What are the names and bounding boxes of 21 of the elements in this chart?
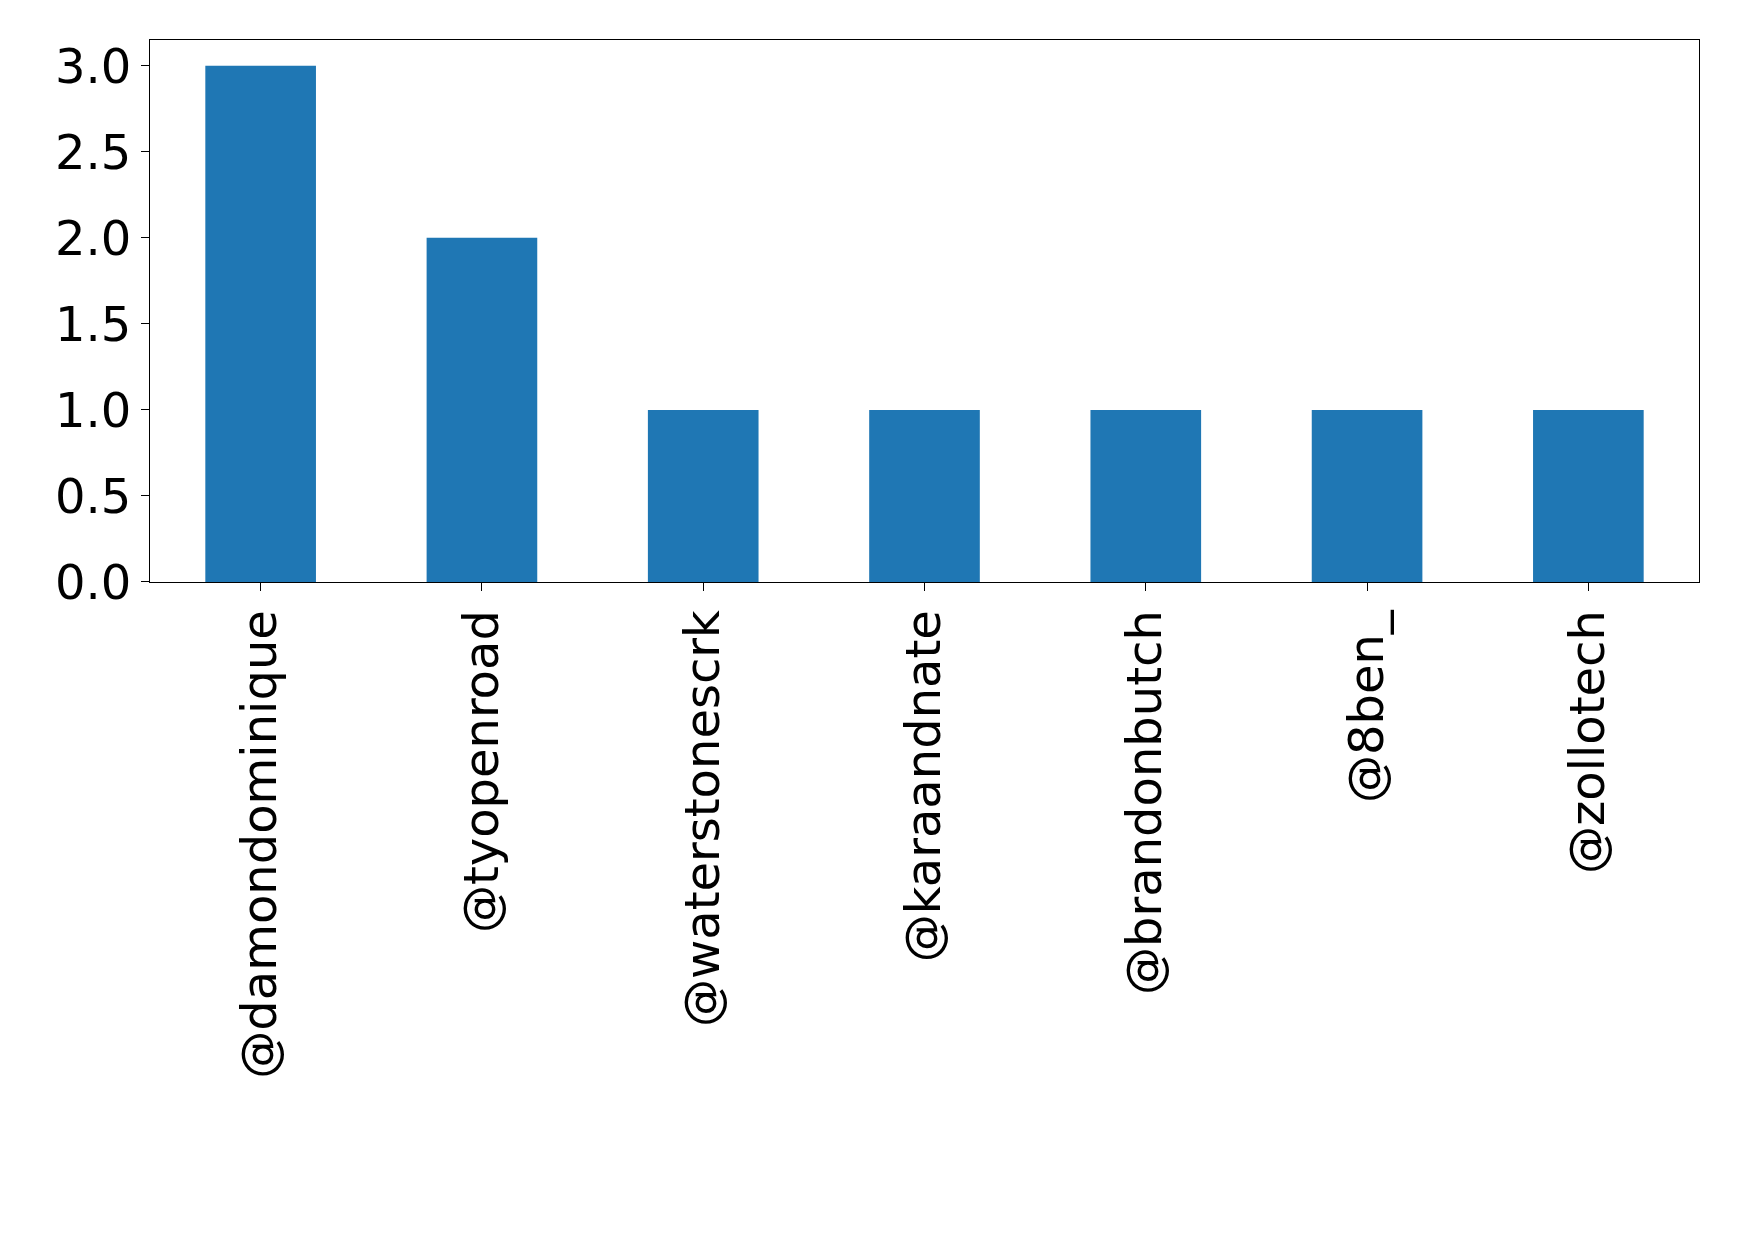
y-tick-label: 2.0 bbox=[55, 209, 132, 266]
bar bbox=[1311, 409, 1423, 582]
y-tick-label: 3.0 bbox=[55, 37, 132, 94]
x-tick-label: @damondominique bbox=[231, 610, 288, 1079]
y-tick-label: 1.0 bbox=[55, 381, 132, 438]
x-tick-label: @karaandnate bbox=[895, 610, 952, 963]
x-tick-label: @brandonbutch bbox=[1116, 610, 1173, 995]
x-tick-label: @8ben_ bbox=[1337, 609, 1394, 804]
x-tick-label: @zollotech bbox=[1558, 610, 1615, 874]
bar bbox=[205, 65, 316, 582]
bar bbox=[869, 409, 980, 582]
bar bbox=[1090, 409, 1202, 582]
y-tick-label: 1.5 bbox=[55, 295, 132, 352]
y-tick-label: 0.0 bbox=[55, 553, 132, 610]
y-tick-label: 0.5 bbox=[55, 467, 132, 524]
y-tick-label: 2.5 bbox=[55, 123, 132, 180]
bar bbox=[647, 409, 759, 582]
x-tick-label: @tyopenroad bbox=[452, 610, 509, 934]
x-tick-label: @waterstonescrk bbox=[673, 609, 730, 1027]
bar bbox=[1533, 409, 1644, 582]
bar bbox=[426, 237, 538, 582]
